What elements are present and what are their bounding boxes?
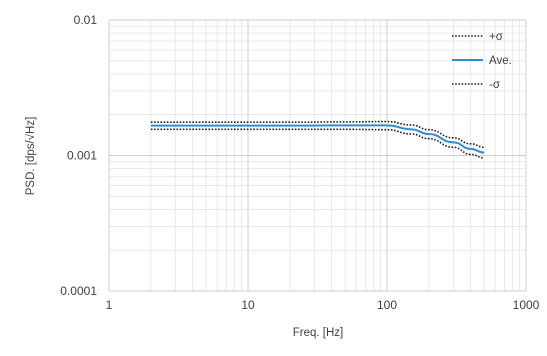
series-line-plus-sigma xyxy=(150,120,485,149)
series-line-minus-sigma xyxy=(150,128,485,159)
x-tick-label: 10 xyxy=(241,298,255,312)
legend-label-ave: Ave. xyxy=(489,55,512,67)
x-tick-label: 1 xyxy=(106,298,113,312)
y-axis-title: PSD. [dps/√Hz] xyxy=(24,117,37,196)
legend-label-plus-sigma: +σ xyxy=(489,31,503,43)
y-tick-label: 0.01 xyxy=(74,13,98,27)
legend: +σ Ave. -σ xyxy=(452,31,512,91)
grid-layer xyxy=(108,19,527,292)
tick-label-layer: 1 10 100 1000 0.0001 0.001 0.01 xyxy=(60,13,539,312)
y-tick-label: 0.0001 xyxy=(60,284,97,298)
x-tick-label: 1000 xyxy=(513,298,540,312)
x-axis-title: Freq. [Hz] xyxy=(293,327,343,339)
series-layer xyxy=(150,120,485,159)
legend-label-minus-sigma: -σ xyxy=(489,79,500,91)
x-tick-label: 100 xyxy=(377,298,397,312)
y-tick-label: 0.001 xyxy=(67,149,97,163)
series-line-ave xyxy=(150,124,485,154)
